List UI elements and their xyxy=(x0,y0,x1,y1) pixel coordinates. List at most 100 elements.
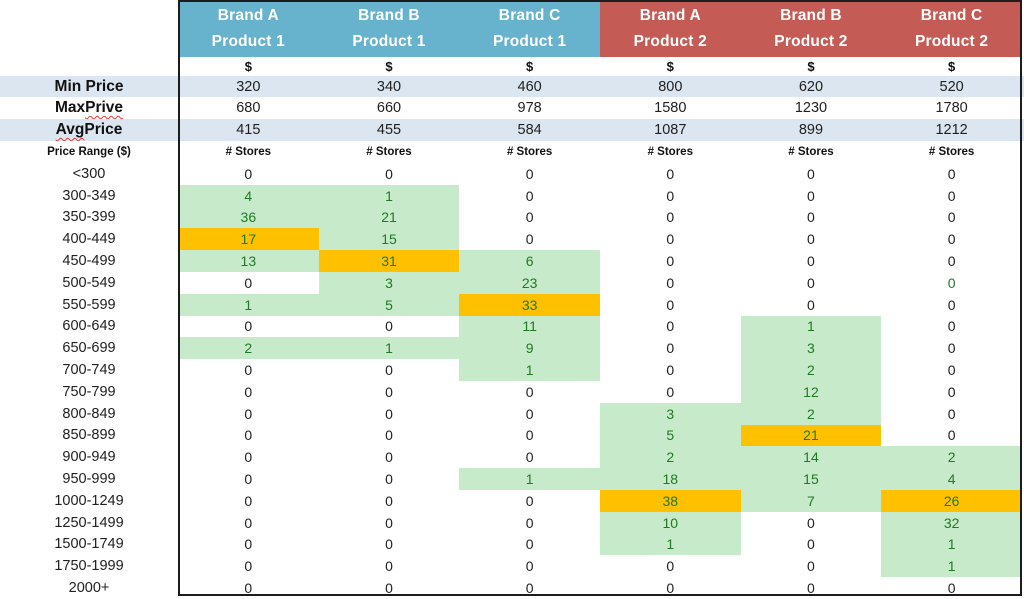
stores-header-row: Price Range ($) # Stores # Stores # Stores #… xyxy=(0,141,1024,163)
price-range-header-label: Price Range ($) xyxy=(47,146,131,158)
product-name: Product 2 xyxy=(914,32,989,50)
price-range-label: 900-949 xyxy=(62,449,116,466)
currency-row: $ $ $ $ $ $ xyxy=(0,57,1024,76)
store-count-cell: 31 xyxy=(318,250,460,272)
brand-header-brand-a-product-2: Brand A Product 2 xyxy=(599,0,741,57)
price-range-label: 850-899 xyxy=(62,427,116,444)
store-count-cell: 0 xyxy=(385,383,393,400)
store-count-cell: 0 xyxy=(947,318,956,335)
store-count-cell: 0 xyxy=(244,471,253,488)
store-count-cell: 0 xyxy=(666,296,675,313)
currency-symbol: $ xyxy=(244,59,252,74)
store-count-cell: 21 xyxy=(740,424,882,447)
store-count-cell: 5 xyxy=(318,293,460,316)
store-count-cell: 0 xyxy=(525,165,534,182)
product-name: Product 2 xyxy=(633,32,707,50)
summary-row-label: Max Prive xyxy=(0,97,178,119)
summary-value-cell: 800 xyxy=(658,78,683,95)
store-count-cell: 0 xyxy=(385,362,393,379)
label-text: Min Price xyxy=(54,77,124,95)
store-count-cell: 0 xyxy=(807,536,815,553)
store-count-cell: 0 xyxy=(807,165,815,182)
store-count-cell: 0 xyxy=(807,187,815,204)
store-count-cell: 0 xyxy=(244,514,253,531)
brand-header-brand-b-product-1: Brand B Product 1 xyxy=(318,0,460,57)
store-count-cell: 0 xyxy=(525,231,534,248)
store-count-cell: 0 xyxy=(947,340,956,357)
price-range-label: 700-749 xyxy=(62,362,116,379)
price-range-label: 400-449 xyxy=(62,231,116,248)
price-range-label: 800-849 xyxy=(62,405,116,422)
summary-value-cell: 415 xyxy=(236,122,261,138)
store-count-cell: 0 xyxy=(947,165,956,182)
store-count-cell: 1 xyxy=(178,293,319,316)
store-count-cell: 23 xyxy=(459,271,600,294)
store-count-cell: 0 xyxy=(666,274,675,291)
store-count-cell: 0 xyxy=(385,492,393,509)
price-range-label: 550-599 xyxy=(62,296,116,313)
price-range-label: 2000+ xyxy=(68,580,110,597)
price-range-row: 350-399 36 21 0 0 0 0 xyxy=(0,206,1024,229)
store-count-cell: 0 xyxy=(807,296,815,313)
summary-row: Min Price 320 340 460 800 620 520 xyxy=(0,76,1024,97)
store-count-cell: 0 xyxy=(947,383,956,400)
store-count-cell: 0 xyxy=(666,362,675,379)
store-count-cell: 0 xyxy=(244,558,253,575)
store-count-cell: 12 xyxy=(740,380,882,403)
summary-value-cell: 620 xyxy=(798,78,824,95)
price-range-row: 550-599 1 5 33 0 0 0 xyxy=(0,293,1024,316)
price-range-label: 1500-1749 xyxy=(54,536,124,553)
store-count-cell: 0 xyxy=(947,274,956,291)
store-count-cell: 0 xyxy=(666,231,675,248)
store-count-cell: 0 xyxy=(666,340,675,357)
summary-row: Avg Price 415 455 584 1087 899 1212 xyxy=(0,119,1024,141)
store-count-cell: 0 xyxy=(525,383,534,400)
header-spacer xyxy=(0,0,178,57)
brand-name: Brand A xyxy=(639,6,701,24)
label-text: Price xyxy=(84,121,123,138)
summary-value-cell: 1230 xyxy=(794,100,828,116)
store-count-cell: 0 xyxy=(244,427,253,444)
store-count-cell: 0 xyxy=(807,580,815,597)
summary-value-cell: 455 xyxy=(376,122,402,138)
store-count-cell: 1 xyxy=(740,315,882,338)
price-range-rows: <300 0 0 0 0 0 0 300-349 4 1 0 0 0 0 350-399 36 21 0 0 0 0 40… xyxy=(0,163,1024,599)
store-count-cell: 1 xyxy=(459,468,600,490)
store-count-cell: 0 xyxy=(947,231,956,248)
store-count-cell: 0 xyxy=(807,274,815,291)
store-count-cell: 0 xyxy=(525,492,534,509)
currency-symbol: $ xyxy=(526,59,534,74)
store-count-cell: 0 xyxy=(385,449,393,466)
store-count-cell: 0 xyxy=(244,165,253,182)
stores-col-label: # Stores xyxy=(647,146,693,158)
store-count-cell: 0 xyxy=(807,231,815,248)
store-count-cell: 1 xyxy=(318,184,460,207)
store-count-cell: 1 xyxy=(881,555,1022,578)
store-count-cell: 1 xyxy=(318,337,460,360)
store-count-cell: 0 xyxy=(385,318,393,335)
store-count-cell: 36 xyxy=(178,206,319,229)
store-count-cell: 0 xyxy=(947,580,956,597)
summary-row: Max Prive 680 660 978 1580 1230 1780 xyxy=(0,97,1024,119)
store-count-cell: 2 xyxy=(740,359,882,381)
price-range-row: 1250-1499 0 0 0 10 0 32 xyxy=(0,511,1024,534)
currency-spacer xyxy=(0,57,178,76)
store-count-cell: 0 xyxy=(666,558,675,575)
stores-col-label: # Stores xyxy=(366,146,412,158)
store-count-cell: 1 xyxy=(599,533,741,556)
summary-value-cell: 520 xyxy=(939,78,964,95)
price-range-label: <300 xyxy=(72,165,106,182)
store-count-cell: 32 xyxy=(881,511,1022,534)
store-count-cell: 13 xyxy=(178,250,319,272)
price-range-label: 600-649 xyxy=(62,318,116,335)
price-range-row: 700-749 0 0 1 0 2 0 xyxy=(0,359,1024,381)
price-range-label: 350-399 xyxy=(62,209,116,226)
price-range-label: 750-799 xyxy=(62,383,116,400)
store-count-cell: 0 xyxy=(666,383,675,400)
price-range-row: 2000+ 0 0 0 0 0 0 xyxy=(0,577,1024,599)
store-count-cell: 15 xyxy=(318,228,460,251)
price-range-label: 1250-1499 xyxy=(54,514,124,531)
summary-value-cell: 1780 xyxy=(935,100,968,116)
summary-value-cell: 680 xyxy=(236,100,261,116)
